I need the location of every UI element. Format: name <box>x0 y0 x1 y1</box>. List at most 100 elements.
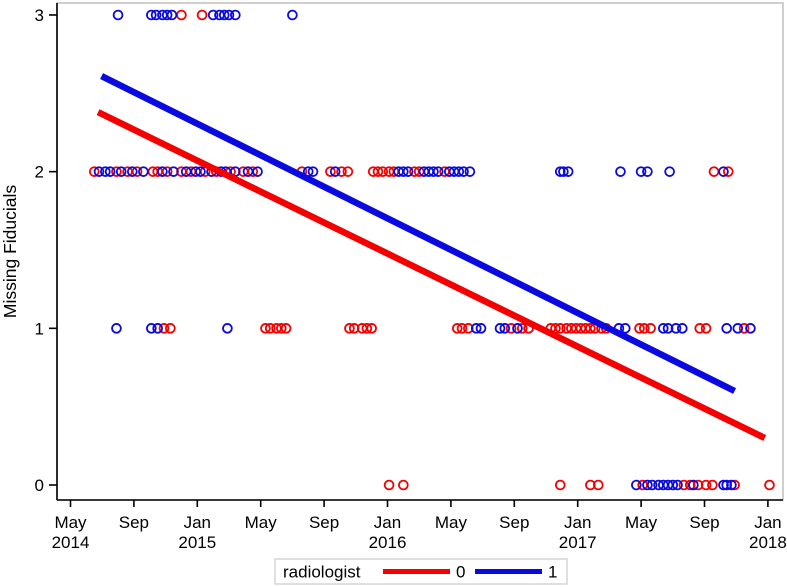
y-tick-label: 3 <box>35 6 44 25</box>
data-point <box>176 9 187 21</box>
data-point <box>207 9 219 21</box>
data-point <box>732 323 744 334</box>
x-tick-label-month: Sep <box>309 513 339 532</box>
data-point <box>721 479 732 491</box>
data-point <box>700 323 712 334</box>
data-point <box>721 323 732 334</box>
x-tick-label-month: Sep <box>499 513 529 532</box>
legend-title: radiologist <box>283 563 361 582</box>
legend-entry-label: 0 <box>456 563 465 582</box>
fit-line-radiologist-0 <box>96 109 767 441</box>
x-tick-label-month: Sep <box>119 513 149 532</box>
data-point <box>104 166 116 177</box>
data-point <box>667 479 679 491</box>
data-point <box>670 323 682 334</box>
data-point <box>558 166 569 177</box>
data-point <box>642 479 653 491</box>
data-point <box>252 166 263 177</box>
data-point <box>222 323 233 334</box>
y-axis-title: Missing Fiducials <box>0 185 20 318</box>
y-tick-label: 0 <box>35 476 44 495</box>
data-point <box>366 323 377 334</box>
data-point <box>157 166 168 177</box>
data-point <box>344 323 355 334</box>
data-point <box>276 323 287 334</box>
data-point <box>642 166 653 177</box>
data-point <box>166 9 178 21</box>
data-point <box>342 166 354 177</box>
data-point <box>165 323 176 334</box>
data-point <box>402 166 414 177</box>
data-point <box>764 479 775 491</box>
data-point <box>111 323 122 334</box>
data-point <box>100 166 111 177</box>
data-point <box>694 323 706 334</box>
data-point <box>111 166 122 177</box>
data-point <box>470 323 482 334</box>
data-point <box>672 479 683 491</box>
x-tick-label-year: 2018 <box>749 533 787 552</box>
data-point <box>138 166 149 177</box>
data-point <box>230 9 241 21</box>
data-point <box>615 166 626 177</box>
data-point <box>218 9 230 21</box>
x-tick-label-month: May <box>54 513 87 532</box>
fit-line-radiologist-1 <box>100 73 737 394</box>
data-point <box>161 9 173 21</box>
legend: radiologist 0 1 <box>274 558 568 585</box>
data-point <box>146 9 157 21</box>
x-tick-label-year: 2014 <box>52 533 90 552</box>
data-point <box>383 479 395 491</box>
data-point <box>562 166 574 177</box>
data-point <box>657 323 669 334</box>
data-point <box>264 323 276 334</box>
data-point <box>645 323 656 334</box>
data-point <box>377 166 389 177</box>
data-point <box>464 166 476 177</box>
data-point <box>635 166 647 177</box>
data-point <box>677 323 688 334</box>
data-point <box>554 479 566 491</box>
y-tick-label: 2 <box>35 163 44 182</box>
data-point <box>688 479 699 491</box>
data-point <box>260 323 271 334</box>
data-point <box>745 323 756 334</box>
data-point <box>127 166 138 177</box>
data-point <box>93 166 105 177</box>
data-point <box>398 166 409 177</box>
series-radiologist-0 <box>88 9 775 491</box>
data-point <box>619 323 631 334</box>
data-point <box>726 479 737 491</box>
x-tick-label-year: 2015 <box>178 533 216 552</box>
y-tick-label: 1 <box>35 319 44 338</box>
data-point <box>585 323 596 334</box>
x-tick-label-month: May <box>625 513 658 532</box>
x-tick-label-month: May <box>245 513 278 532</box>
x-tick-label-month: Jan <box>184 513 211 532</box>
data-point <box>325 166 336 177</box>
plot-frame <box>56 2 784 501</box>
data-point <box>131 166 143 177</box>
data-point <box>554 323 566 334</box>
data-point <box>280 323 292 334</box>
data-point <box>88 166 100 177</box>
data-point <box>307 166 319 177</box>
data-point <box>718 166 729 177</box>
data-point <box>190 166 202 177</box>
data-point <box>196 9 208 21</box>
data-point <box>700 479 712 491</box>
data-point <box>494 323 506 334</box>
data-point <box>634 323 645 334</box>
data-point <box>475 323 487 334</box>
x-tick-label-month: Jan <box>374 513 401 532</box>
data-point <box>146 323 157 334</box>
data-point <box>646 479 658 491</box>
series-radiologist-1 <box>93 9 756 491</box>
data-point <box>428 166 439 177</box>
x-tick-label-month: Jan <box>564 513 591 532</box>
data-point <box>708 166 720 177</box>
data-point <box>112 9 124 21</box>
data-point <box>593 479 604 491</box>
x-tick-label-month: Jan <box>754 513 781 532</box>
